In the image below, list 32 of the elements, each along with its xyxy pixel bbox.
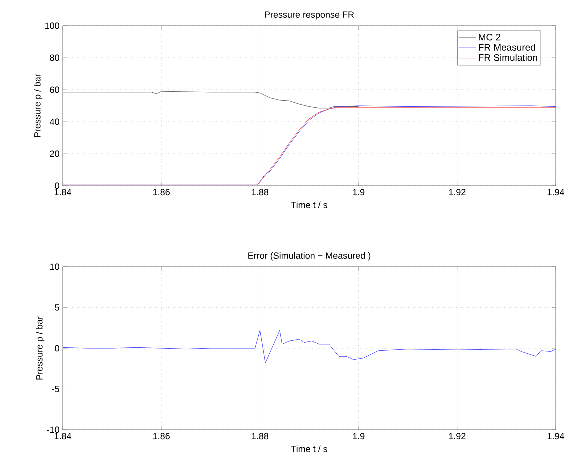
x-tick-label: 1.86 [154, 189, 170, 196]
x-tick-label: 1.92 [449, 433, 466, 440]
y-tick-label: 40 [50, 118, 60, 126]
y-tick-label: 0 [55, 345, 60, 352]
legend-label: FR Simulation [479, 54, 538, 62]
y-tick-label: 100 [45, 22, 60, 30]
y-tick-label: 20 [50, 150, 60, 158]
y-tick-label: 5 [55, 304, 60, 311]
x-axis-title: Time t / s [291, 446, 328, 452]
y-tick-label: -5 [52, 386, 60, 392]
legend-label: FR Measured [479, 44, 536, 51]
x-tick-label: 1.84 [54, 189, 72, 196]
x-tick-label: 1.86 [154, 433, 170, 440]
y-tick-label: 10 [50, 264, 60, 270]
chart-title: Error (Simulation − Measured ) [248, 252, 371, 261]
legend-label: MC 2 [479, 34, 501, 41]
x-axis-title: Time t / s [291, 202, 328, 208]
x-tick-label: 1.88 [252, 433, 269, 440]
x-tick-label: 1.9 [353, 433, 365, 440]
x-tick-label: 1.92 [449, 189, 466, 196]
chart-title: Pressure response FR [265, 12, 354, 20]
x-tick-label: 1.9 [353, 189, 365, 196]
y-axis-title: Pressure p / bar [34, 74, 43, 138]
y-tick-label: 0 [55, 182, 60, 190]
y-tick-label: -10 [47, 426, 60, 434]
y-axis-title: Pressure p / bar [36, 316, 45, 380]
x-tick-label: 1.94 [548, 433, 564, 440]
y-tick-label: 60 [50, 86, 60, 94]
x-tick-label: 1.88 [252, 189, 269, 196]
y-tick-label: 80 [50, 54, 60, 62]
x-tick-label: 1.84 [54, 433, 72, 440]
x-tick-label: 1.94 [548, 189, 564, 196]
